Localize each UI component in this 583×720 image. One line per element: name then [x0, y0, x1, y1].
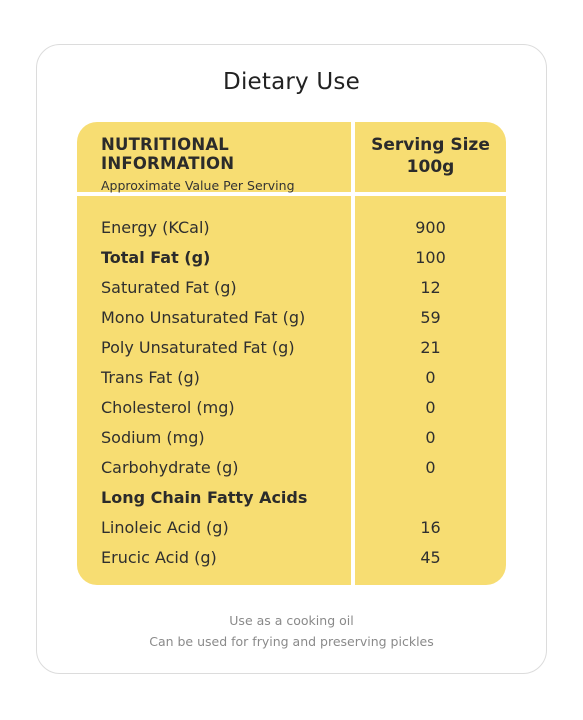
table-row-total-fat: Total Fat (g) 100 — [77, 243, 506, 273]
table-row-sodium: Sodium (mg) 0 — [77, 423, 506, 453]
header-title: NUTRITIONAL INFORMATION — [101, 135, 235, 173]
serving-size-value: 100g — [406, 157, 455, 177]
row-value: 100 — [415, 248, 446, 267]
row-label: Energy (KCal) — [101, 218, 210, 237]
table-row-poly-unsaturated-fat: Poly Unsaturated Fat (g) 21 — [77, 333, 506, 363]
row-label: Saturated Fat (g) — [101, 278, 237, 297]
row-label: Trans Fat (g) — [101, 368, 200, 387]
usage-note-line-2: Can be used for frying and preserving pi… — [149, 634, 434, 649]
row-label: Cholesterol (mg) — [101, 398, 235, 417]
table-row-carbohydrate: Carbohydrate (g) 0 — [77, 453, 506, 483]
row-label: Poly Unsaturated Fat (g) — [101, 338, 295, 357]
header-subtitle: Approximate Value Per Serving — [101, 178, 295, 193]
row-label: Linoleic Acid (g) — [101, 518, 229, 537]
card-title: Dietary Use — [223, 69, 360, 95]
table-row-erucic-acid: Erucic Acid (g) 45 — [77, 543, 506, 573]
table-header-left: NUTRITIONAL INFORMATION Approximate Valu… — [101, 135, 346, 193]
table-header-right: Serving Size 100g — [355, 135, 506, 177]
nutrition-table: NUTRITIONAL INFORMATION Approximate Valu… — [77, 122, 506, 585]
table-row-linoleic-acid: Linoleic Acid (g) 16 — [77, 513, 506, 543]
table-row-saturated-fat: Saturated Fat (g) 12 — [77, 273, 506, 303]
row-value: 0 — [425, 428, 436, 447]
row-label: Long Chain Fatty Acids — [101, 488, 308, 507]
table-row-cholesterol: Cholesterol (mg) 0 — [77, 393, 506, 423]
row-value: 16 — [420, 518, 441, 537]
row-value: 0 — [425, 398, 436, 417]
row-value: 59 — [420, 308, 441, 327]
header-divider — [77, 192, 506, 196]
table-rows: Energy (KCal) 900 Total Fat (g) 100 Satu… — [77, 213, 506, 573]
row-label: Erucic Acid (g) — [101, 548, 217, 567]
usage-notes: Use as a cooking oil Can be used for fry… — [37, 610, 546, 652]
table-row-trans-fat: Trans Fat (g) 0 — [77, 363, 506, 393]
row-label: Carbohydrate (g) — [101, 458, 239, 477]
table-row-long-chain-fatty-acids: Long Chain Fatty Acids — [77, 483, 506, 513]
row-value: 21 — [420, 338, 441, 357]
usage-note-line-1: Use as a cooking oil — [229, 613, 354, 628]
column-divider — [351, 122, 355, 585]
row-label: Mono Unsaturated Fat (g) — [101, 308, 306, 327]
table-row-mono-unsaturated-fat: Mono Unsaturated Fat (g) 59 — [77, 303, 506, 333]
row-value: 900 — [415, 218, 446, 237]
dietary-use-card: Dietary Use NUTRITIONAL INFORMATION Appr… — [36, 44, 547, 674]
row-value: 45 — [420, 548, 441, 567]
row-value: 0 — [425, 368, 436, 387]
serving-size-label: Serving Size — [371, 135, 490, 155]
table-row-energy: Energy (KCal) 900 — [77, 213, 506, 243]
row-label: Total Fat (g) — [101, 248, 211, 267]
row-label: Sodium (mg) — [101, 428, 205, 447]
row-value: 12 — [420, 278, 441, 297]
row-value: 0 — [425, 458, 436, 477]
